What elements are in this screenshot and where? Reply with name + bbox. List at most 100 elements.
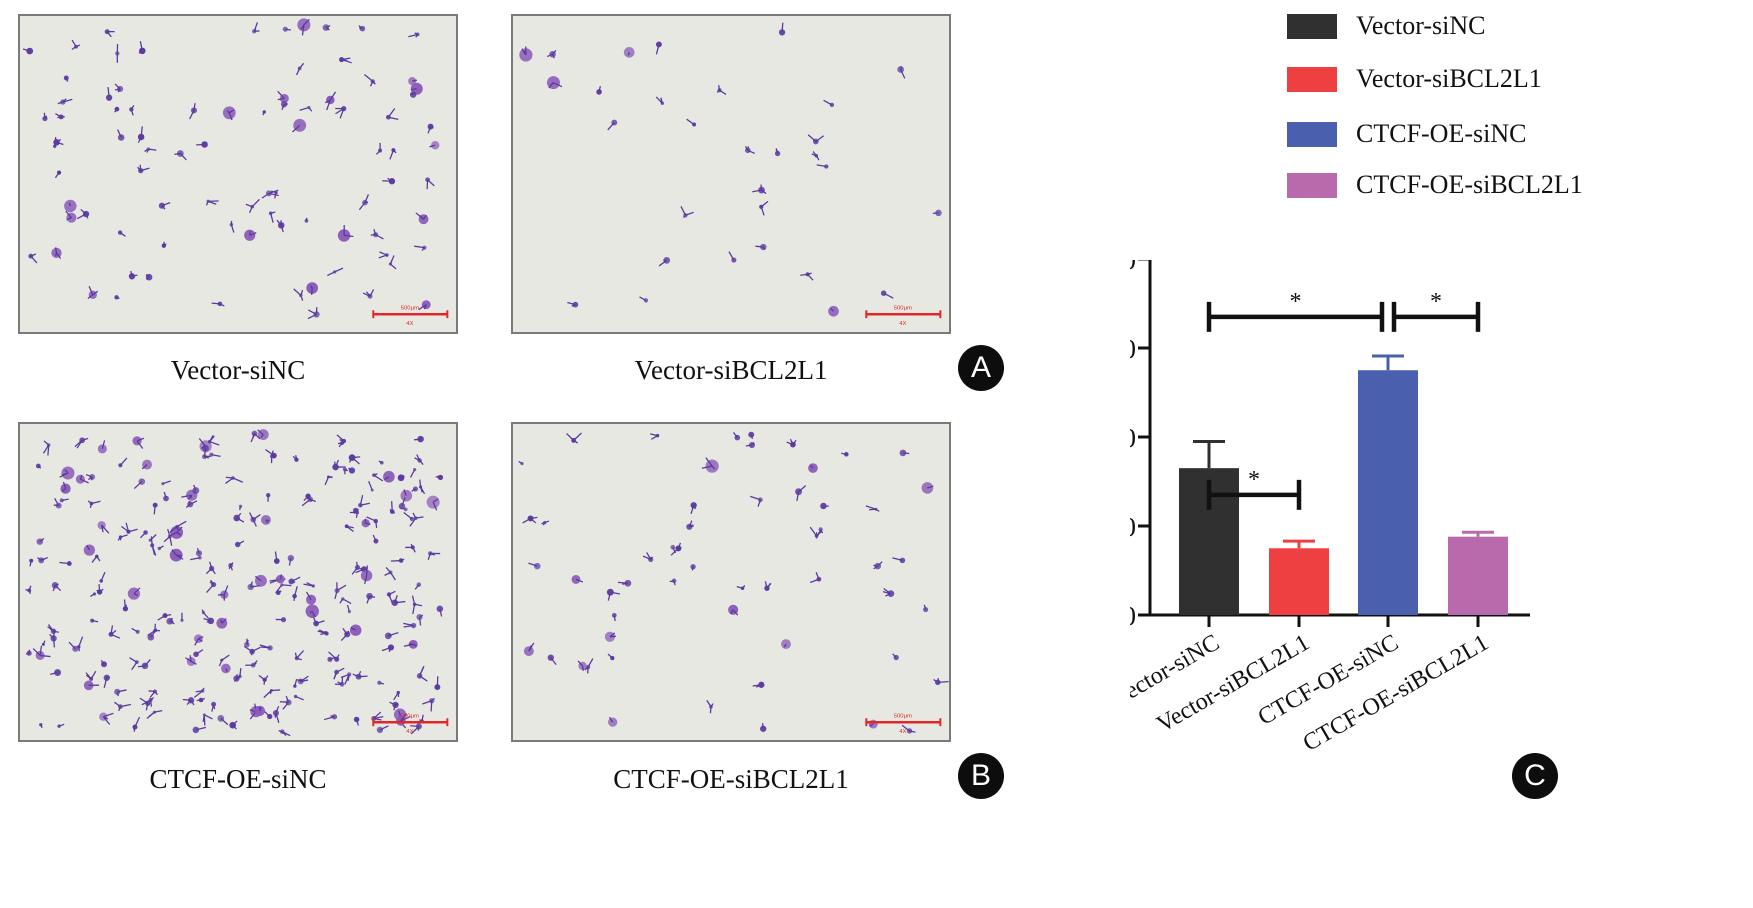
cell-process (102, 716, 111, 725)
cell-process (281, 731, 287, 737)
legend-swatch (1287, 66, 1337, 92)
cell-process (225, 477, 234, 484)
cell-process (90, 670, 97, 680)
cell-process (129, 657, 138, 663)
cell-process (117, 536, 122, 541)
cell-process (62, 98, 73, 103)
cell-process (649, 433, 658, 437)
cell-process (403, 622, 414, 627)
cell-process (705, 457, 713, 467)
cell-process (390, 559, 402, 562)
cell-process (362, 292, 371, 297)
cell-process (798, 485, 807, 493)
cell (327, 656, 333, 662)
micrograph-vector-sinc: 500μm 4X (18, 14, 458, 334)
cell-process (401, 497, 406, 507)
cell-process (190, 699, 195, 706)
cell-process (101, 440, 106, 450)
cell-process (339, 108, 345, 119)
cell-process (87, 500, 92, 504)
cell-process (296, 657, 302, 661)
cell-process (418, 304, 427, 311)
cell-process (271, 689, 281, 692)
cell-process (164, 613, 172, 617)
cell (844, 452, 849, 457)
cell (261, 514, 271, 525)
cell-process (800, 273, 808, 276)
cell-process (198, 636, 204, 640)
cell (273, 558, 280, 564)
cell-process (61, 472, 69, 476)
cell-process (646, 552, 652, 560)
cell-process (280, 225, 284, 233)
cell (690, 564, 696, 570)
cell-process (169, 536, 173, 546)
cell-process (230, 224, 235, 233)
cell-process (169, 526, 178, 534)
cell-process (277, 590, 282, 594)
cell-process (79, 475, 83, 480)
cell-process (346, 525, 354, 533)
cell-process (412, 604, 416, 615)
cell-process (39, 645, 43, 656)
cell-process (669, 580, 675, 583)
cell-process (205, 201, 209, 206)
cell (519, 48, 533, 62)
cell-process (176, 526, 183, 533)
cell-process (120, 703, 132, 708)
cell-process (311, 610, 316, 618)
cell-process (274, 712, 277, 718)
cell-process (52, 585, 56, 592)
cell-process (414, 584, 420, 590)
cell-process (610, 591, 621, 595)
legend-swatch (1287, 172, 1337, 198)
scale-text: 500μm (894, 305, 912, 311)
cell-process (394, 595, 398, 603)
cell-process (816, 530, 822, 537)
cell-process (249, 711, 257, 720)
cell-process (293, 596, 296, 602)
cell-process (418, 616, 422, 626)
cell-process (815, 578, 820, 581)
cell-process (355, 561, 359, 568)
cell-process (409, 517, 417, 527)
cell-process (136, 437, 145, 442)
cell-process (530, 516, 538, 520)
cell-process (100, 660, 105, 665)
cell (83, 544, 96, 556)
cell-process (89, 503, 93, 508)
cell-process (762, 246, 766, 250)
cell-process (100, 571, 106, 582)
cell-process (179, 153, 187, 161)
cell-process (103, 712, 114, 718)
cell-process (248, 512, 254, 520)
cell-process (64, 469, 69, 474)
cell-process (226, 110, 230, 114)
cell-process (195, 726, 207, 731)
cell-process (279, 574, 283, 580)
cell-process (49, 633, 55, 639)
cell (59, 498, 64, 503)
cell-process (237, 540, 245, 546)
cell-process (265, 519, 269, 524)
cell-process (660, 97, 663, 104)
cell-process (117, 689, 127, 693)
cell-process (323, 716, 335, 721)
badge-b: B (958, 753, 1004, 799)
cell-process (414, 32, 418, 35)
cell (923, 606, 929, 613)
cell-process (325, 27, 330, 31)
cell-process (369, 81, 374, 87)
cell-process (381, 646, 392, 652)
cell-process (360, 502, 370, 506)
cell-process (25, 589, 30, 592)
cell-process (685, 211, 694, 216)
cell-process (56, 138, 62, 143)
cell-process (369, 289, 375, 297)
cell-process (187, 494, 193, 500)
cell-process (139, 532, 147, 539)
cell-process (68, 202, 71, 207)
cell-process (294, 679, 298, 687)
cell-process (421, 714, 424, 722)
scale-text: 500μm (401, 713, 419, 719)
